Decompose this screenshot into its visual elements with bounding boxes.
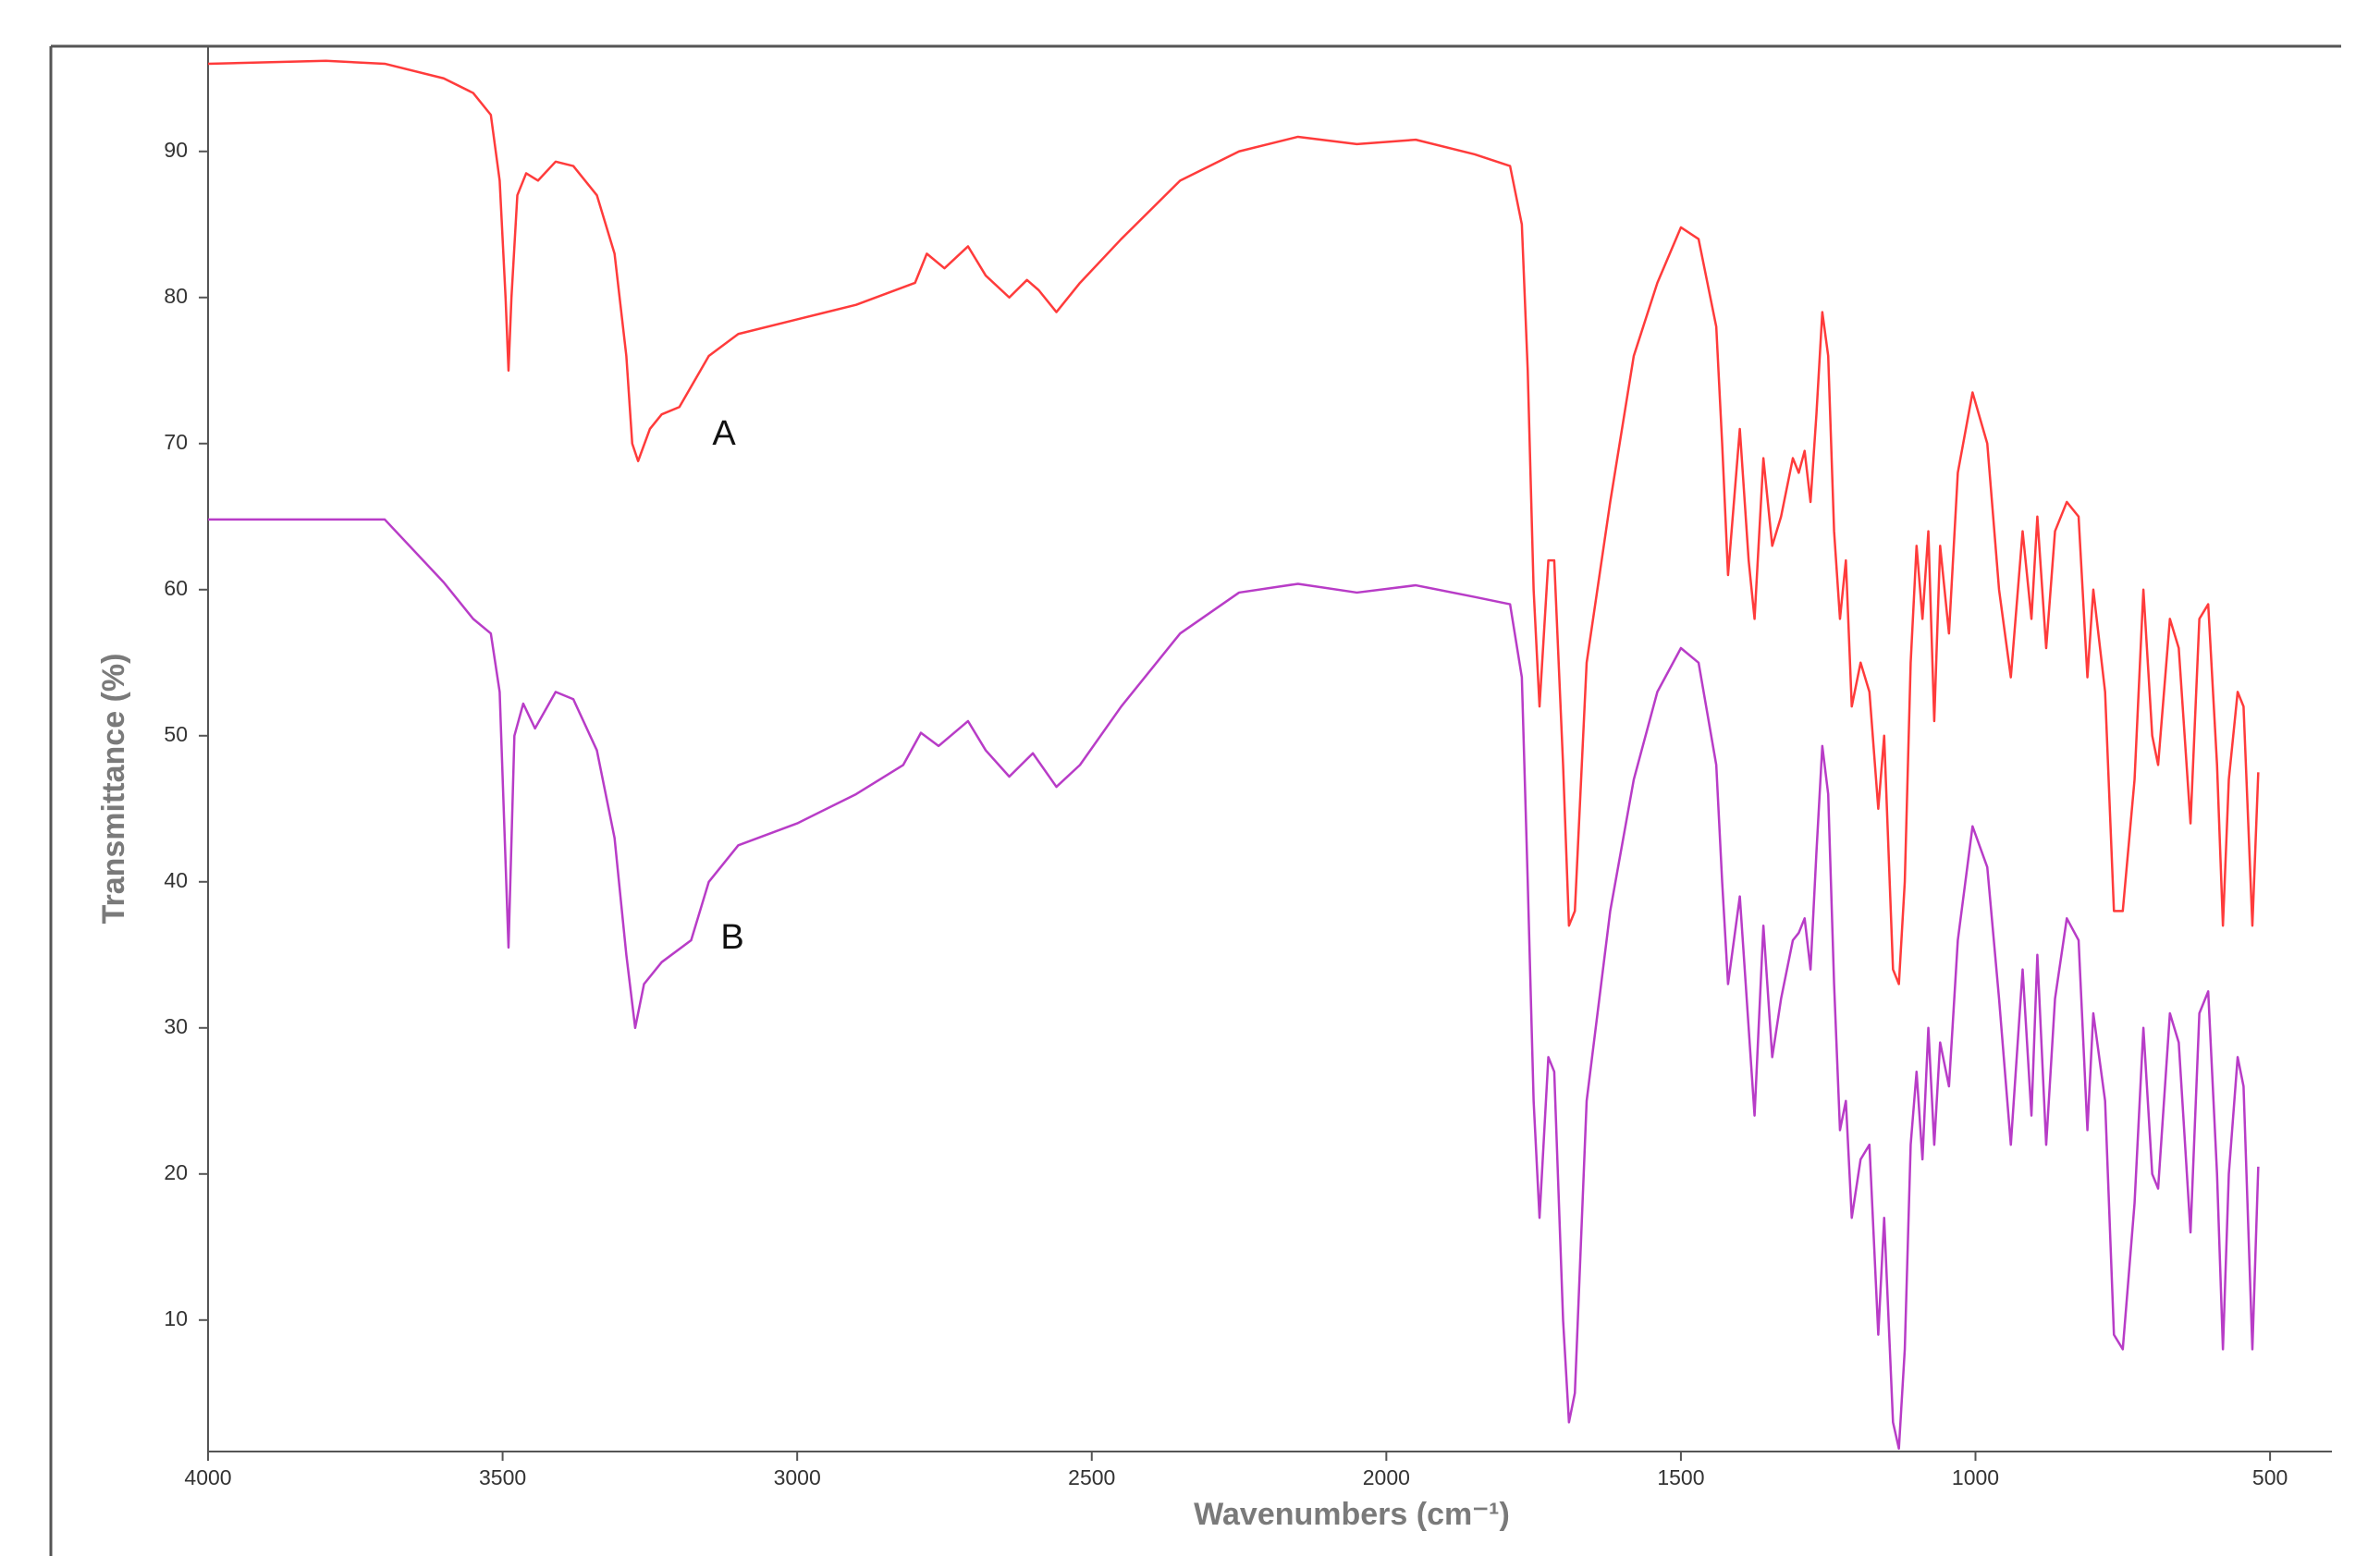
series-label: A — [712, 414, 736, 453]
y-tick-label: 50 — [164, 722, 188, 746]
x-axis-title: Wavenumbers (cm⁻¹) — [1194, 1497, 1510, 1532]
x-tick-label: 2000 — [1363, 1465, 1410, 1489]
y-tick-label: 20 — [164, 1160, 188, 1184]
x-tick-label: 2500 — [1068, 1465, 1115, 1489]
y-tick-label: 60 — [164, 576, 188, 600]
x-tick-label: 500 — [2252, 1465, 2288, 1489]
x-tick-label: 3500 — [479, 1465, 526, 1489]
y-tick-label: 30 — [164, 1014, 188, 1038]
series-label: B — [720, 918, 743, 957]
x-tick-label: 4000 — [184, 1465, 231, 1489]
x-tick-label: 1000 — [1952, 1465, 1999, 1489]
y-tick-label: 10 — [164, 1306, 188, 1330]
y-axis-title: Transmittance (%) — [96, 654, 131, 925]
y-tick-label: 70 — [164, 430, 188, 454]
x-tick-label: 3000 — [774, 1465, 821, 1489]
spectrum-line — [208, 518, 2260, 1451]
x-tick-label: 1500 — [1657, 1465, 1704, 1489]
spectrum-line — [207, 59, 2260, 986]
y-tick-label: 90 — [164, 138, 188, 162]
y-tick-label: 80 — [164, 284, 188, 308]
y-tick-label: 40 — [164, 868, 188, 892]
